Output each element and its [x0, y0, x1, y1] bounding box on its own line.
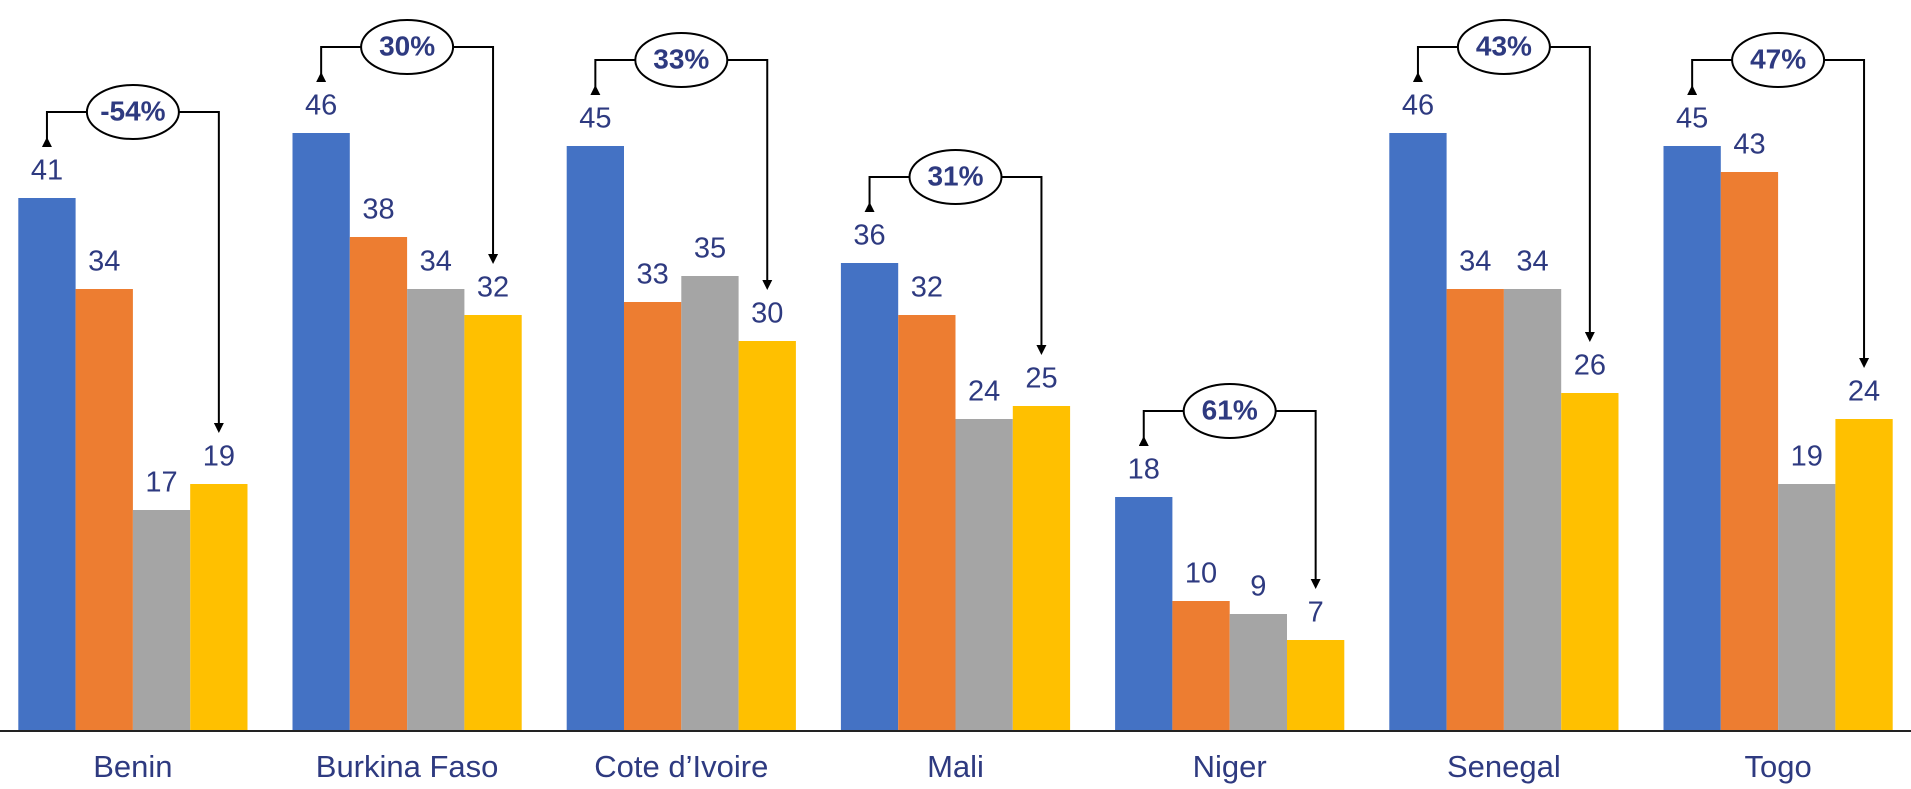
data-label: 26	[1574, 350, 1606, 382]
data-label: 46	[1402, 90, 1434, 122]
data-label: 34	[1516, 246, 1548, 278]
bar	[738, 341, 796, 731]
data-label: 9	[1250, 571, 1266, 603]
callout-arrow	[132, 111, 224, 433]
data-label: 43	[1733, 129, 1765, 161]
data-label: 45	[1676, 103, 1708, 135]
callout-bubble	[634, 32, 729, 88]
callout-label: 61%	[1202, 394, 1258, 425]
bar	[955, 419, 1013, 731]
bar	[898, 315, 956, 731]
bar	[1229, 614, 1287, 731]
data-label: 35	[694, 233, 726, 265]
data-label: 34	[88, 246, 120, 278]
x-tick-label: Niger	[1193, 749, 1267, 784]
bar	[1446, 289, 1504, 731]
callout-bubble	[1456, 19, 1551, 75]
bar	[1778, 484, 1836, 731]
data-label: 7	[1308, 597, 1324, 629]
bar	[1389, 133, 1447, 731]
x-tick-label: Togo	[1744, 749, 1811, 784]
bar	[1663, 146, 1721, 731]
bar	[18, 198, 76, 731]
data-label: 32	[477, 272, 509, 304]
callout-label: 30%	[379, 30, 435, 61]
data-label: 10	[1185, 558, 1217, 590]
bar	[1503, 289, 1562, 731]
callout-bubble	[85, 84, 180, 140]
data-label: 25	[1025, 363, 1057, 395]
x-tick-label: Burkina Faso	[316, 749, 499, 784]
bar	[1287, 640, 1345, 731]
data-label: 34	[1459, 246, 1491, 278]
bar	[1172, 601, 1230, 731]
bar	[1561, 393, 1619, 731]
bar	[1835, 419, 1893, 731]
data-label: 46	[305, 90, 337, 122]
data-label: 24	[968, 376, 1000, 408]
bar	[407, 289, 465, 731]
callout-bubble	[1182, 383, 1277, 439]
data-label: 30	[751, 298, 783, 330]
bar	[75, 289, 133, 731]
callout-label: 47%	[1750, 43, 1806, 74]
x-tick-label: Mali	[927, 749, 984, 784]
bar	[292, 133, 350, 731]
x-tick-label: Senegal	[1447, 749, 1561, 784]
data-label: 17	[145, 467, 177, 499]
data-label: 38	[362, 194, 394, 226]
bar	[190, 484, 248, 731]
data-label: 36	[853, 220, 885, 252]
callout-label: 43%	[1476, 30, 1532, 61]
x-tick-label: Cote d’Ivoire	[594, 749, 768, 784]
bar	[1115, 497, 1173, 731]
bar	[840, 263, 899, 731]
callout-bubble	[360, 19, 455, 75]
callout-bubble	[1731, 32, 1826, 88]
bar	[464, 315, 522, 731]
callout-label: 33%	[653, 43, 709, 74]
x-tick-label: Benin	[93, 749, 172, 784]
data-label: 19	[1791, 441, 1823, 473]
callout-label: 31%	[927, 160, 983, 191]
bar	[1012, 406, 1071, 731]
data-label: 41	[31, 155, 63, 187]
data-label: 24	[1848, 376, 1880, 408]
data-label: 32	[911, 272, 943, 304]
data-label: 18	[1128, 454, 1160, 486]
bar	[349, 237, 408, 731]
callout-bubble	[908, 149, 1003, 205]
bar	[624, 302, 682, 731]
callout-arrow	[1778, 59, 1870, 368]
data-label: 33	[637, 259, 669, 291]
data-label: 45	[579, 103, 611, 135]
callout-label: -54%	[100, 95, 165, 126]
bar	[566, 146, 624, 731]
data-label: 19	[203, 441, 235, 473]
bar	[132, 510, 191, 731]
data-label: 34	[420, 246, 452, 278]
callout-arrow	[407, 46, 499, 264]
bar	[681, 276, 739, 731]
bar	[1720, 172, 1779, 731]
